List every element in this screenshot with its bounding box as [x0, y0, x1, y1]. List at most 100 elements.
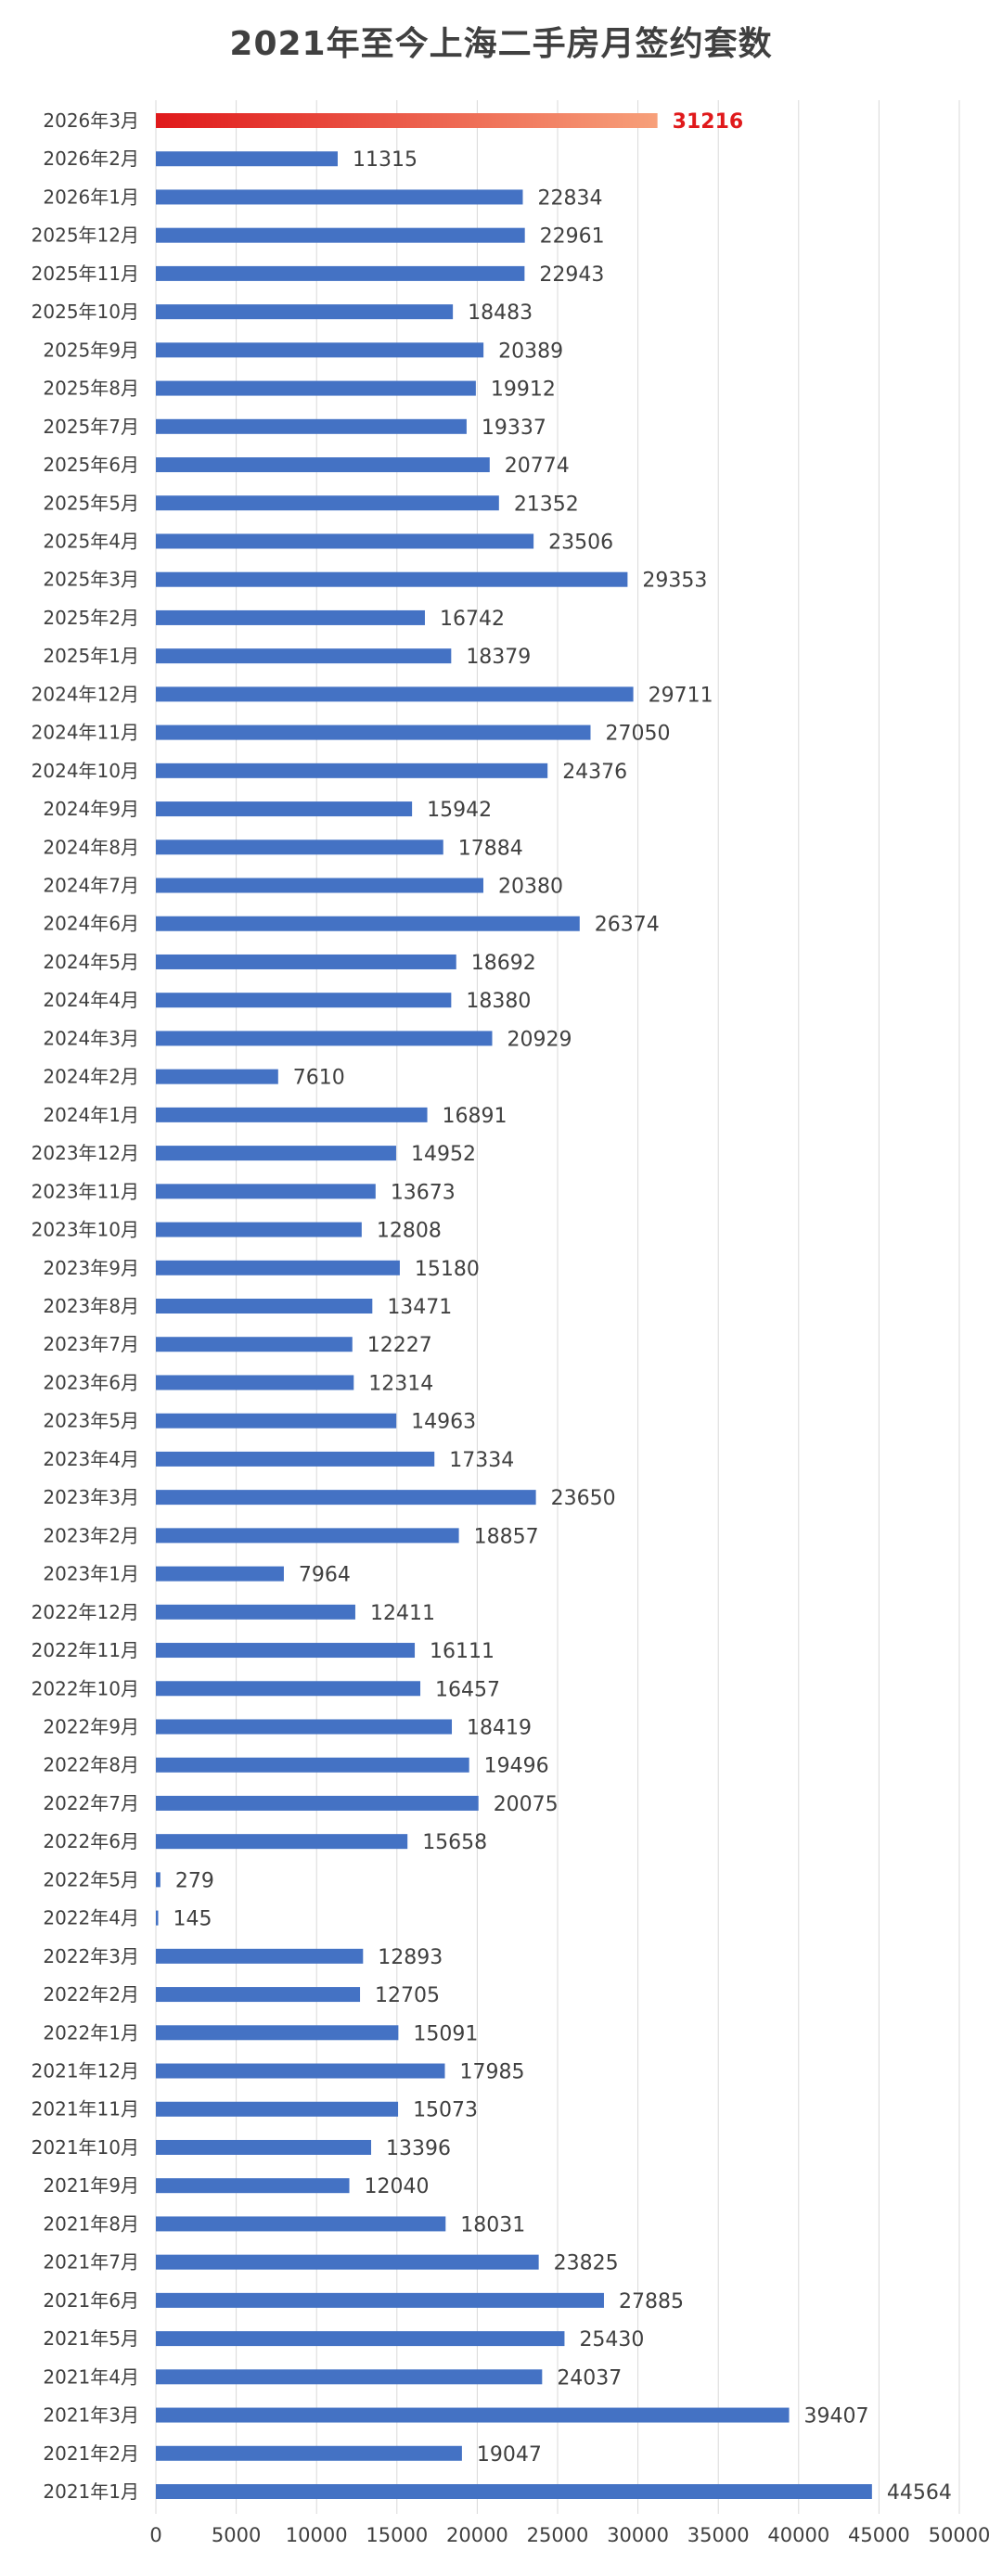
category-label: 2022年2月 [43, 1983, 139, 2006]
category-label: 2026年2月 [43, 147, 139, 170]
data-label: 23650 [551, 1487, 616, 1510]
category-label: 2022年7月 [43, 1792, 139, 1814]
data-label: 18857 [474, 1525, 539, 1548]
x-tick-label: 35000 [687, 2524, 750, 2546]
category-label: 2025年8月 [43, 378, 139, 400]
category-label: 2023年3月 [43, 1486, 139, 1508]
category-label: 2024年3月 [43, 1027, 139, 1049]
bar [156, 495, 499, 511]
bar [156, 2407, 790, 2423]
category-label: 2023年8月 [43, 1295, 139, 1317]
bar [156, 1872, 161, 1888]
data-label: 18379 [466, 646, 531, 669]
bar [156, 1184, 376, 1199]
category-label: 2021年6月 [43, 2289, 139, 2312]
bar [156, 2025, 399, 2041]
x-axis-ticks: 0 5000 10000 15000 20000 25000 30000 35000 40000… [149, 2524, 990, 2546]
x-tick-label: 50000 [929, 2524, 991, 2546]
category-label: 2026年1月 [43, 186, 139, 208]
data-label: 19337 [482, 417, 546, 440]
category-label: 2021年8月 [43, 2212, 139, 2235]
category-label: 2025年2月 [43, 607, 139, 629]
bar [156, 609, 425, 625]
data-label: 24037 [557, 2366, 622, 2390]
category-label: 2024年11月 [32, 722, 139, 744]
bar [156, 304, 454, 320]
data-label: 18692 [471, 952, 536, 975]
data-label: 25430 [579, 2328, 644, 2352]
category-label: 2025年9月 [43, 339, 139, 361]
bar [156, 1337, 353, 1352]
bar [156, 1260, 400, 1275]
bar [156, 2139, 372, 2155]
bar [156, 648, 452, 664]
category-label: 2025年7月 [43, 416, 139, 438]
data-label: 19496 [484, 1755, 549, 1778]
bar [156, 1643, 416, 1659]
data-label: 13471 [387, 1296, 452, 1319]
data-label: 17334 [449, 1449, 514, 1472]
category-label: 2024年2月 [43, 1066, 139, 1088]
data-label: 18483 [468, 301, 533, 325]
category-label: 2021年4月 [43, 2365, 139, 2388]
data-label: 12314 [368, 1372, 433, 1395]
data-label: 11315 [353, 148, 418, 172]
data-label: 18380 [466, 990, 531, 1013]
bar [156, 571, 628, 587]
data-label: 23825 [554, 2252, 619, 2275]
data-label: 7610 [293, 1067, 345, 1090]
bar [156, 801, 413, 817]
bar [156, 2063, 445, 2079]
category-label: 2023年6月 [43, 1371, 139, 1393]
category-label: 2021年1月 [43, 2480, 139, 2503]
x-tick-label: 25000 [527, 2524, 589, 2546]
bar [156, 342, 484, 358]
x-tick-label: 10000 [286, 2524, 348, 2546]
bar [156, 1910, 159, 1926]
data-label: 18419 [467, 1716, 532, 1739]
data-label: 12705 [375, 1984, 440, 2007]
category-label: 2022年8月 [43, 1754, 139, 1776]
bar [156, 1413, 397, 1429]
data-label: 16111 [430, 1640, 495, 1663]
category-label: 2021年12月 [32, 2060, 139, 2083]
bar [156, 724, 591, 740]
category-label: 2022年12月 [32, 1601, 139, 1623]
category-label: 2025年10月 [32, 301, 139, 323]
data-label: 13396 [386, 2137, 451, 2160]
category-label: 2024年5月 [43, 951, 139, 973]
x-tick-label: 0 [149, 2524, 161, 2546]
category-label: 2023年1月 [43, 1563, 139, 1585]
bar [156, 533, 534, 549]
bar [156, 189, 523, 205]
data-label: 14952 [411, 1143, 476, 1166]
x-tick-label: 45000 [848, 2524, 910, 2546]
category-label: 2025年3月 [43, 569, 139, 591]
data-label: 17884 [458, 837, 523, 860]
data-label: 13673 [391, 1181, 456, 1204]
data-label: 20389 [498, 340, 563, 363]
bar [156, 2292, 604, 2308]
category-label: 2021年2月 [43, 2442, 139, 2465]
category-label: 2024年12月 [32, 683, 139, 705]
data-label: 19912 [491, 378, 556, 402]
data-label: 12227 [367, 1334, 432, 1357]
category-label: 2025年5月 [43, 492, 139, 514]
bar [156, 1795, 479, 1811]
bar [156, 1604, 355, 1620]
data-label: 20774 [505, 455, 570, 478]
bar [156, 2254, 539, 2270]
data-label: 15091 [413, 2022, 478, 2045]
category-label: 2024年8月 [43, 836, 139, 858]
data-label: 44564 [887, 2481, 952, 2505]
x-tick-label: 30000 [607, 2524, 669, 2546]
data-label: 22961 [540, 225, 605, 249]
category-label: 2024年10月 [32, 760, 139, 782]
bar [156, 916, 580, 931]
data-label: 16457 [435, 1678, 500, 1701]
data-label: 12893 [378, 1946, 443, 1969]
bar [156, 1146, 396, 1161]
bar [156, 686, 634, 702]
bar [156, 763, 548, 778]
